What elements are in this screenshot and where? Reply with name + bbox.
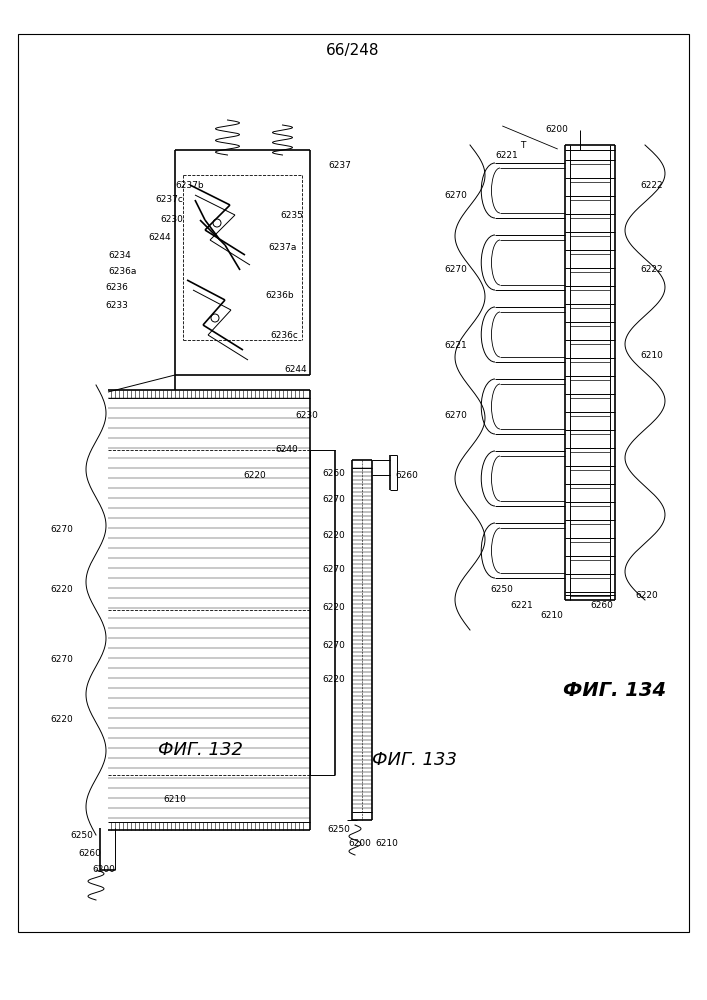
- Text: 6210: 6210: [375, 838, 398, 848]
- Text: 6210: 6210: [163, 796, 187, 804]
- Text: 6260: 6260: [395, 471, 418, 480]
- Text: 6244: 6244: [148, 233, 170, 242]
- Text: 6270: 6270: [444, 190, 467, 200]
- Text: 66/248: 66/248: [326, 42, 380, 57]
- Text: 6220: 6220: [635, 590, 658, 599]
- Text: 6220: 6220: [243, 471, 266, 480]
- Text: 6230: 6230: [160, 216, 183, 225]
- Text: 6250: 6250: [490, 585, 513, 594]
- Text: 6220: 6220: [50, 585, 73, 594]
- Text: 6200: 6200: [92, 865, 115, 874]
- Text: ФИГ. 134: ФИГ. 134: [563, 680, 667, 700]
- Text: 6220: 6220: [322, 530, 345, 540]
- Text: 6260: 6260: [590, 600, 613, 609]
- Text: 6200: 6200: [545, 125, 568, 134]
- Text: 6270: 6270: [322, 495, 345, 504]
- Text: 6220: 6220: [322, 676, 345, 684]
- Text: 6270: 6270: [50, 656, 73, 664]
- Text: 6200: 6200: [349, 838, 371, 848]
- Text: 6221: 6221: [444, 340, 467, 350]
- Text: 6236c: 6236c: [270, 330, 298, 340]
- Text: 6250: 6250: [70, 830, 93, 840]
- Text: 6270: 6270: [322, 641, 345, 650]
- Bar: [18, 34, 689, 932]
- Text: 6222: 6222: [640, 180, 662, 190]
- Text: T: T: [520, 140, 525, 149]
- Text: 6270: 6270: [322, 566, 345, 574]
- Text: 6240: 6240: [275, 446, 298, 454]
- Text: 6244: 6244: [284, 365, 307, 374]
- Text: 6270: 6270: [444, 265, 467, 274]
- Text: 6220: 6220: [322, 603, 345, 612]
- Text: 6237c: 6237c: [155, 196, 183, 205]
- Text: 6235: 6235: [280, 211, 303, 220]
- Text: 6270: 6270: [444, 410, 467, 420]
- Text: 6236: 6236: [105, 284, 128, 292]
- Text: 6221: 6221: [510, 600, 533, 609]
- Text: 6237b: 6237b: [175, 180, 204, 190]
- Text: 6210: 6210: [640, 351, 663, 360]
- Text: 6250: 6250: [327, 826, 350, 834]
- Text: 6260: 6260: [78, 848, 101, 857]
- Text: ФИГ. 133: ФИГ. 133: [373, 751, 457, 769]
- Text: 6236a: 6236a: [108, 267, 136, 276]
- Text: 6237: 6237: [328, 160, 351, 169]
- Text: 6234: 6234: [108, 250, 131, 259]
- Text: 6210: 6210: [540, 610, 563, 619]
- Text: ФИГ. 132: ФИГ. 132: [158, 741, 243, 759]
- Text: 6260: 6260: [322, 468, 345, 478]
- Text: 6233: 6233: [105, 300, 128, 310]
- Text: 6230: 6230: [295, 410, 318, 420]
- Text: 6222: 6222: [640, 265, 662, 274]
- Text: 6237a: 6237a: [268, 243, 296, 252]
- Text: 6236b: 6236b: [265, 290, 293, 300]
- Text: 6221: 6221: [495, 150, 518, 159]
- Text: 6220: 6220: [50, 716, 73, 724]
- Text: 6270: 6270: [50, 526, 73, 534]
